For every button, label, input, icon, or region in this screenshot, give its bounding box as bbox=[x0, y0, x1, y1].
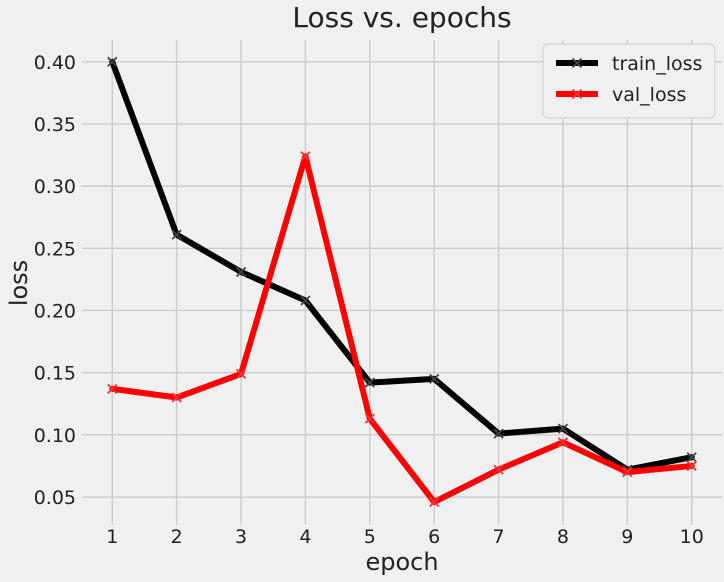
y-tick-labels: 0.05 0.10 0.15 0.20 0.25 0.30 0.35 0.40 bbox=[34, 52, 76, 509]
data-point bbox=[235, 266, 247, 278]
data-point bbox=[429, 496, 440, 508]
series-line bbox=[109, 153, 695, 505]
x-tick-label: 6 bbox=[428, 526, 440, 548]
x-tick-label: 10 bbox=[680, 526, 704, 548]
data-point bbox=[235, 368, 247, 380]
data-point bbox=[686, 452, 697, 463]
x-tick-label: 5 bbox=[364, 526, 376, 548]
x-tick-label: 2 bbox=[171, 526, 183, 548]
y-tick-label: 0.25 bbox=[34, 238, 76, 260]
y-tick-label: 0.15 bbox=[34, 363, 76, 385]
legend-item: val_loss bbox=[556, 84, 686, 106]
y-tick-label: 0.30 bbox=[34, 176, 76, 198]
y-tick-label: 0.05 bbox=[34, 487, 76, 509]
data-point bbox=[107, 383, 118, 394]
x-tick-label: 3 bbox=[235, 526, 247, 548]
y-tick-label: 0.10 bbox=[34, 425, 76, 447]
y-axis-label: loss bbox=[5, 260, 33, 306]
x-axis-label: epoch bbox=[365, 548, 438, 576]
y-tick-label: 0.35 bbox=[34, 114, 76, 136]
grid bbox=[82, 40, 722, 525]
data-point bbox=[493, 464, 504, 475]
data-point bbox=[493, 428, 504, 439]
y-tick-label: 0.40 bbox=[34, 52, 76, 74]
data-point bbox=[557, 437, 569, 448]
chart-title: Loss vs. epochs bbox=[292, 1, 511, 34]
legend: train_loss val_loss bbox=[542, 43, 716, 119]
data-point bbox=[364, 377, 375, 388]
data-point bbox=[557, 423, 569, 434]
x-tick-labels: 1 2 3 4 5 6 7 8 9 10 bbox=[106, 526, 704, 548]
x-tick-label: 4 bbox=[299, 526, 311, 548]
data-point bbox=[171, 392, 182, 403]
data-point bbox=[300, 295, 311, 306]
data-point bbox=[364, 413, 375, 424]
series-train-loss bbox=[107, 56, 697, 475]
data-point bbox=[171, 229, 182, 240]
legend-label: val_loss bbox=[612, 84, 686, 106]
x-tick-label: 8 bbox=[557, 526, 569, 548]
series-line bbox=[109, 58, 695, 473]
y-tick-label: 0.20 bbox=[34, 300, 76, 322]
data-point bbox=[107, 56, 118, 67]
x-tick-label: 9 bbox=[621, 526, 633, 548]
data-point bbox=[622, 467, 633, 478]
legend-item: train_loss bbox=[556, 53, 702, 75]
series-val-loss bbox=[107, 151, 697, 508]
x-tick-label: 7 bbox=[493, 526, 505, 548]
series-layer bbox=[107, 56, 697, 508]
data-point bbox=[300, 151, 311, 162]
x-tick-label: 1 bbox=[106, 526, 118, 548]
legend-label: train_loss bbox=[612, 53, 702, 75]
data-point bbox=[429, 373, 440, 385]
data-point bbox=[686, 460, 697, 472]
